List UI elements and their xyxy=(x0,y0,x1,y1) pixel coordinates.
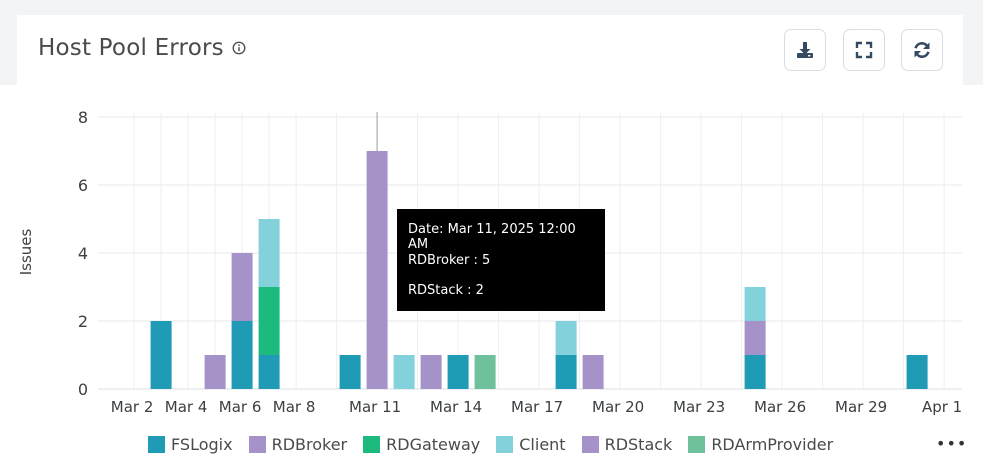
legend-swatch xyxy=(496,436,514,453)
legend-swatch xyxy=(148,436,165,453)
chart-legend: FSLogix RDBroker RDGateway Client RDStack RDA… xyxy=(148,435,849,454)
x-tick-label: Mar 23 xyxy=(673,398,725,416)
bar-fslogix[interactable] xyxy=(555,355,577,389)
x-tick-label: Mar 2 xyxy=(111,398,154,416)
y-axis-ticks: 0 2 4 6 8 xyxy=(78,108,88,399)
bar-rdbroker[interactable] xyxy=(582,355,604,389)
legend-swatch xyxy=(363,436,381,453)
legend-label: Client xyxy=(519,435,566,454)
x-tick-label: Mar 4 xyxy=(165,398,208,416)
chart-title: Host Pool Errors xyxy=(38,35,246,61)
x-tick-label: Mar 14 xyxy=(430,398,482,416)
legend-item-rdbroker[interactable]: RDBroker xyxy=(248,435,348,454)
bar-client[interactable] xyxy=(555,321,577,355)
x-tick-label: Apr 1 xyxy=(922,398,962,416)
y-tick-label: 4 xyxy=(78,244,88,263)
chart-tooltip: Date: Mar 11, 2025 12:00 AM RDBroker : 5… xyxy=(397,209,605,311)
bar-rdarmprovider[interactable] xyxy=(474,355,496,389)
bar-fslogix[interactable] xyxy=(231,321,253,389)
y-tick-label: 6 xyxy=(78,176,88,195)
bar-fslogix[interactable] xyxy=(906,355,928,389)
grid-lines xyxy=(98,112,962,390)
chart-header: Host Pool Errors xyxy=(17,15,963,85)
x-tick-label: Mar 6 xyxy=(219,398,262,416)
y-tick-label: 0 xyxy=(78,380,88,399)
tooltip-date: Date: Mar 11, 2025 12:00 AM xyxy=(408,222,576,252)
legend-label: RDArmProvider xyxy=(711,435,834,454)
bar-client[interactable] xyxy=(744,287,766,321)
bar-client[interactable] xyxy=(258,219,280,287)
y-tick-label: 2 xyxy=(78,312,88,331)
tooltip-line-rdstack: RDStack : 2 xyxy=(408,283,484,298)
bar-fslogix[interactable] xyxy=(447,355,469,389)
legend-swatch xyxy=(688,436,706,453)
bars xyxy=(150,151,928,389)
x-tick-label: Mar 29 xyxy=(835,398,887,416)
bar-fslogix[interactable] xyxy=(258,355,280,389)
legend-label: RDBroker xyxy=(271,435,348,454)
legend-swatch xyxy=(248,436,266,453)
info-icon[interactable] xyxy=(232,41,246,55)
legend-item-rdarmprovider[interactable]: RDArmProvider xyxy=(688,435,833,454)
bar-rdbroker[interactable] xyxy=(231,253,253,321)
x-tick-label: Mar 11 xyxy=(349,398,401,416)
legend-item-rdstack[interactable]: RDStack xyxy=(581,435,673,454)
bar-client[interactable] xyxy=(393,355,415,389)
bar-fslogix[interactable] xyxy=(150,321,172,389)
download-icon xyxy=(797,42,813,58)
bar-rdstack[interactable] xyxy=(366,151,388,219)
fullscreen-button[interactable] xyxy=(843,29,885,71)
x-tick-label: Mar 17 xyxy=(511,398,563,416)
legend-label: RDGateway xyxy=(386,435,481,454)
bar-rdbroker[interactable] xyxy=(366,219,388,389)
fullscreen-icon xyxy=(855,41,873,59)
legend-item-fslogix[interactable]: FSLogix xyxy=(148,435,233,454)
download-button[interactable] xyxy=(784,29,826,71)
bar-rdbroker[interactable] xyxy=(204,355,226,389)
y-axis-label: Issues xyxy=(17,229,35,276)
legend-label: FSLogix xyxy=(171,435,233,454)
x-axis-ticks: Mar 2 Mar 4 Mar 6 Mar 8 Mar 11 Mar 14 Mar 17 Ma… xyxy=(111,398,962,416)
legend-swatch xyxy=(581,436,599,453)
legend-item-client[interactable]: Client xyxy=(496,435,566,454)
bar-fslogix[interactable] xyxy=(339,355,361,389)
legend-item-rdgateway[interactable]: RDGateway xyxy=(363,435,480,454)
bar-rdbroker[interactable] xyxy=(744,321,766,355)
tooltip-line-rdbroker: RDBroker : 5 xyxy=(408,252,491,268)
legend-more-button[interactable]: ••• xyxy=(936,434,968,453)
bar-rdbroker[interactable] xyxy=(420,355,442,389)
refresh-icon xyxy=(914,42,930,58)
chart-title-text: Host Pool Errors xyxy=(38,35,224,61)
bar-fslogix[interactable] xyxy=(744,355,766,389)
x-tick-label: Mar 26 xyxy=(754,398,806,416)
refresh-button[interactable] xyxy=(901,29,943,71)
x-tick-label: Mar 8 xyxy=(273,398,316,416)
y-tick-label: 8 xyxy=(78,108,88,127)
bar-rdgateway[interactable] xyxy=(258,287,280,355)
x-tick-label: Mar 20 xyxy=(592,398,644,416)
legend-label: RDStack xyxy=(604,435,673,454)
